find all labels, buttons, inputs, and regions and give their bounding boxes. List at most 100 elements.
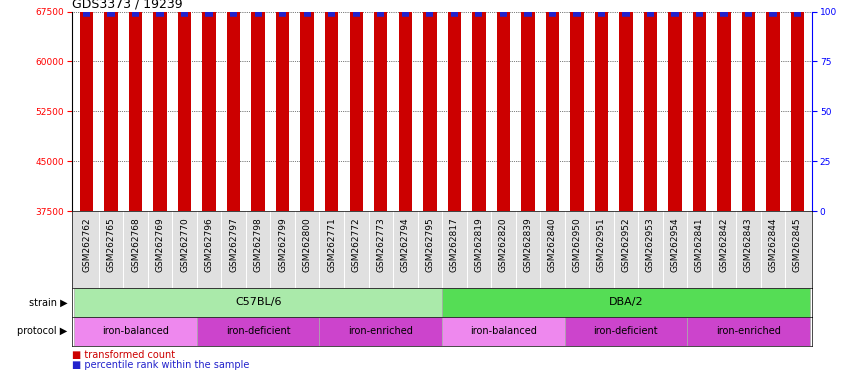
Bar [80, 0, 93, 211]
Text: iron-enriched: iron-enriched [349, 326, 413, 336]
Text: strain ▶: strain ▶ [29, 297, 68, 308]
Text: GSM262762: GSM262762 [82, 217, 91, 272]
Bar [448, 81, 461, 384]
Text: GSM262819: GSM262819 [475, 217, 483, 272]
Bar [521, 0, 535, 211]
Bar [717, 0, 731, 211]
Bar [791, 0, 805, 211]
Bar [153, 0, 167, 211]
Text: GDS3373 / 19239: GDS3373 / 19239 [72, 0, 183, 10]
Bar [472, 0, 486, 211]
Bar [251, 0, 265, 211]
Bar [595, 0, 608, 211]
Bar [717, 101, 731, 384]
Bar [644, 0, 657, 211]
Bar [80, 138, 93, 384]
Text: GSM262799: GSM262799 [278, 217, 287, 272]
Bar [619, 148, 633, 384]
Bar [104, 0, 118, 211]
Bar [521, 128, 535, 384]
Bar [227, 138, 240, 384]
Bar [129, 128, 142, 384]
Text: GSM262771: GSM262771 [327, 217, 336, 272]
Bar [442, 288, 810, 317]
Text: C57BL/6: C57BL/6 [235, 297, 282, 308]
Text: GSM262953: GSM262953 [645, 217, 655, 272]
Text: GSM262842: GSM262842 [719, 217, 728, 272]
Text: GSM262800: GSM262800 [303, 217, 311, 272]
Bar [687, 317, 810, 346]
Bar [398, 0, 412, 211]
Bar [227, 0, 240, 211]
Bar [178, 65, 191, 384]
Text: GSM262950: GSM262950 [573, 217, 581, 272]
Bar [178, 0, 191, 211]
Bar [546, 0, 559, 211]
Text: GSM262797: GSM262797 [229, 217, 239, 272]
Text: GSM262840: GSM262840 [548, 217, 557, 272]
Bar [374, 0, 387, 211]
Bar [423, 65, 437, 384]
Bar [668, 0, 682, 211]
Bar [595, 145, 608, 384]
Bar [472, 58, 486, 384]
Text: GSM262954: GSM262954 [670, 217, 679, 272]
Text: iron-balanced: iron-balanced [470, 326, 536, 336]
Bar [570, 111, 584, 384]
Bar [742, 145, 755, 384]
Bar [374, 105, 387, 384]
Text: GSM262952: GSM262952 [621, 217, 630, 272]
Bar [497, 55, 510, 384]
Bar [791, 171, 805, 384]
Bar [300, 75, 314, 384]
Bar [546, 58, 559, 384]
Bar [74, 288, 442, 317]
Bar [276, 0, 289, 211]
Bar [251, 28, 265, 384]
Bar [766, 0, 780, 211]
Text: GSM262795: GSM262795 [426, 217, 434, 272]
Text: GSM262773: GSM262773 [376, 217, 385, 272]
Bar [448, 0, 461, 211]
Bar [153, 95, 167, 384]
Text: ■ transformed count: ■ transformed count [72, 350, 175, 360]
Bar [564, 317, 687, 346]
Text: GSM262841: GSM262841 [695, 217, 704, 272]
Text: GSM262839: GSM262839 [524, 217, 532, 272]
Text: iron-deficient: iron-deficient [594, 326, 658, 336]
Text: GSM262951: GSM262951 [597, 217, 606, 272]
Text: GSM262798: GSM262798 [254, 217, 263, 272]
Bar [497, 0, 510, 211]
Text: iron-enriched: iron-enriched [716, 326, 781, 336]
Text: iron-deficient: iron-deficient [226, 326, 290, 336]
Bar [398, 68, 412, 384]
Bar [693, 0, 706, 211]
Bar [619, 0, 633, 211]
Text: GSM262769: GSM262769 [156, 217, 165, 272]
Bar [570, 0, 584, 211]
Bar [668, 75, 682, 384]
Bar [129, 0, 142, 211]
Text: GSM262770: GSM262770 [180, 217, 190, 272]
Bar [742, 0, 755, 211]
Bar [197, 317, 320, 346]
Bar [644, 128, 657, 384]
Bar [74, 317, 197, 346]
Bar [104, 111, 118, 384]
Bar [202, 121, 216, 384]
Bar [693, 95, 706, 384]
Bar [202, 0, 216, 211]
Bar [300, 0, 314, 211]
Text: protocol ▶: protocol ▶ [18, 326, 68, 336]
Bar [325, 108, 338, 384]
Bar [349, 51, 363, 384]
Text: ■ percentile rank within the sample: ■ percentile rank within the sample [72, 360, 250, 370]
Bar [325, 0, 338, 211]
Bar [423, 0, 437, 211]
Text: GSM262844: GSM262844 [768, 217, 777, 272]
Bar [442, 317, 564, 346]
Text: GSM262768: GSM262768 [131, 217, 140, 272]
Text: GSM262820: GSM262820 [499, 217, 508, 272]
Text: GSM262765: GSM262765 [107, 217, 116, 272]
Text: GSM262843: GSM262843 [744, 217, 753, 272]
